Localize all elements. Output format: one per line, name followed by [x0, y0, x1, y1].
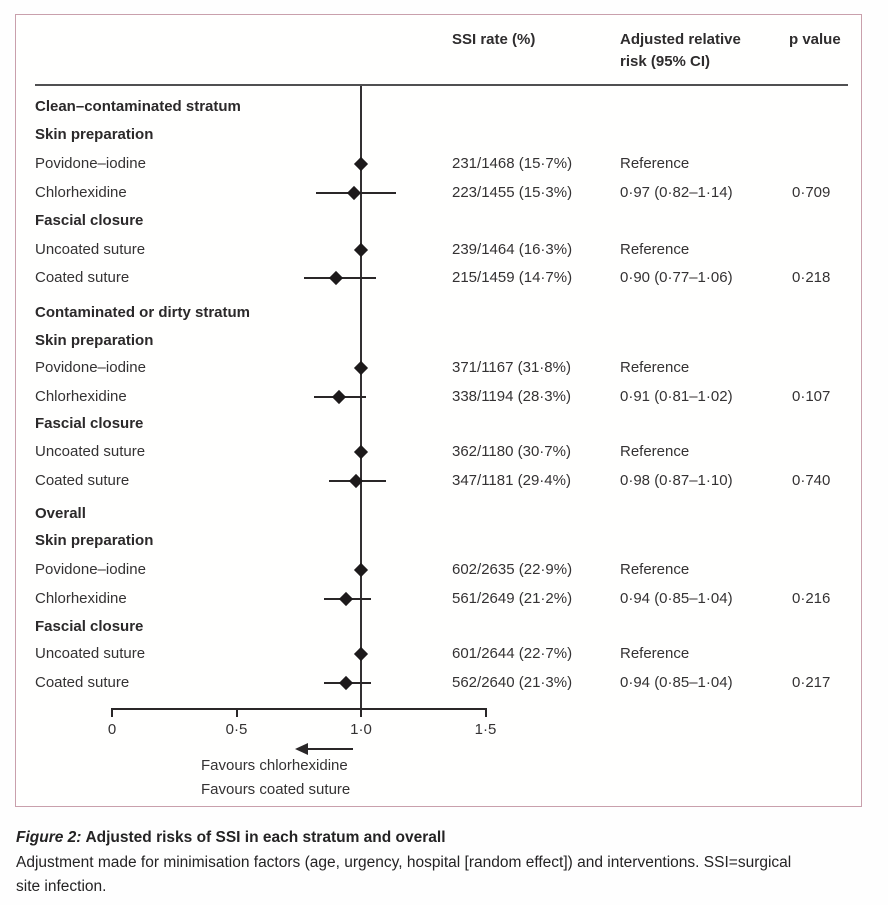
ssi-rate-cell: 338/1194 (28·3%) — [452, 388, 571, 405]
relative-risk-cell: 0·91 (0·81–1·02) — [620, 388, 733, 405]
row-label: Chlorhexidine — [35, 388, 127, 405]
x-axis-tick — [111, 708, 113, 717]
x-axis-tick-label: 1·5 — [474, 721, 497, 738]
x-axis-tick-label: 0·5 — [225, 721, 248, 738]
ssi-rate-cell: 231/1468 (15·7%) — [452, 155, 573, 172]
left-arrow-icon — [295, 743, 308, 755]
column-header-adjusted-rr-line1: Adjusted relative — [620, 31, 741, 48]
section-label: Fascial closure — [35, 415, 144, 432]
relative-risk-cell: Reference — [620, 561, 690, 578]
section-label: Fascial closure — [35, 212, 144, 229]
row-label: Uncoated suture — [35, 241, 146, 258]
section-label: Skin preparation — [35, 126, 154, 143]
x-axis-tick — [484, 708, 487, 717]
p-value-cell: 0·740 — [792, 472, 831, 489]
ssi-rate-cell: 239/1464 (16·3%) — [452, 241, 573, 258]
x-axis-tick-label: 0 — [107, 721, 117, 738]
section-label: Skin preparation — [35, 532, 154, 549]
favours-label-chlorhexidine: Favours chlorhexidine — [201, 757, 348, 774]
section-label: Contaminated or dirty stratum — [35, 304, 251, 321]
ssi-rate-cell: 347/1181 (29·4%) — [452, 472, 571, 489]
p-value-cell: 0·709 — [792, 184, 831, 201]
ssi-rate-cell: 215/1459 (14·7%) — [452, 269, 573, 286]
figure-caption-title: Figure 2: Adjusted risks of SSI in each s… — [16, 827, 446, 849]
relative-risk-cell: Reference — [620, 645, 690, 662]
relative-risk-cell: Reference — [620, 359, 690, 376]
relative-risk-cell: 0·97 (0·82–1·14) — [620, 184, 733, 201]
ssi-rate-cell: 223/1455 (15·3%) — [452, 184, 573, 201]
row-label: Uncoated suture — [35, 443, 146, 460]
relative-risk-cell: 0·90 (0·77–1·06) — [620, 269, 733, 286]
x-axis-tick — [235, 708, 238, 717]
relative-risk-cell: 0·94 (0·85–1·04) — [620, 590, 733, 607]
figure-caption-body-line2: site infection. — [16, 878, 107, 895]
row-label: Povidone–iodine — [35, 359, 146, 376]
p-value-cell: 0·216 — [792, 590, 831, 607]
row-label: Povidone–iodine — [35, 155, 146, 172]
x-axis-tick — [360, 708, 362, 717]
relative-risk-cell: Reference — [620, 155, 690, 172]
figure-caption-body-line1: Adjustment made for minimisation factors… — [16, 854, 792, 871]
ssi-rate-cell: 602/2635 (22·9%) — [452, 561, 573, 578]
x-axis-tick-label: 1·0 — [350, 721, 372, 738]
ssi-rate-cell: 562/2640 (21·3%) — [452, 674, 573, 691]
relative-risk-cell: Reference — [620, 241, 690, 258]
favours-arrow-shaft — [303, 748, 353, 750]
p-value-cell: 0·218 — [792, 269, 831, 286]
ssi-rate-cell: 601/2644 (22·7%) — [452, 645, 573, 662]
ssi-rate-cell: 561/2649 (21·2%) — [452, 590, 573, 607]
row-label: Chlorhexidine — [35, 184, 127, 201]
row-label: Coated suture — [35, 269, 130, 286]
relative-risk-cell: 0·94 (0·85–1·04) — [620, 674, 733, 691]
row-label: Povidone–iodine — [35, 561, 146, 578]
figure-panel-border — [15, 14, 862, 807]
row-label: Uncoated suture — [35, 645, 146, 662]
p-value-cell: 0·217 — [792, 674, 831, 691]
row-label: Chlorhexidine — [35, 590, 127, 607]
ssi-rate-cell: 362/1180 (30·7%) — [452, 443, 571, 460]
reference-line-rr-1 — [360, 86, 362, 714]
section-label: Skin preparation — [35, 332, 154, 349]
section-label: Overall — [35, 505, 86, 522]
section-label: Clean–contaminated stratum — [35, 98, 241, 115]
section-label: Fascial closure — [35, 618, 144, 635]
x-axis-line — [112, 708, 487, 710]
ssi-rate-cell: 371/1167 (31·8%) — [452, 359, 571, 376]
p-value-cell: 0·107 — [792, 388, 831, 405]
favours-label-coated-suture: Favours coated suture — [201, 781, 351, 798]
row-label: Coated suture — [35, 472, 130, 489]
relative-risk-cell: 0·98 (0·87–1·10) — [620, 472, 733, 489]
figure-title-text: Adjusted risks of SSI in each stratum an… — [85, 829, 446, 846]
header-divider-rule — [35, 84, 848, 86]
relative-risk-cell: Reference — [620, 443, 690, 460]
column-header-p-value: p value — [789, 31, 841, 48]
column-header-ssi-rate: SSI rate (%) — [452, 31, 536, 48]
row-label: Coated suture — [35, 674, 130, 691]
figure-number-label: Figure 2: — [16, 829, 82, 846]
column-header-adjusted-rr-line2: risk (95% CI) — [620, 53, 711, 70]
